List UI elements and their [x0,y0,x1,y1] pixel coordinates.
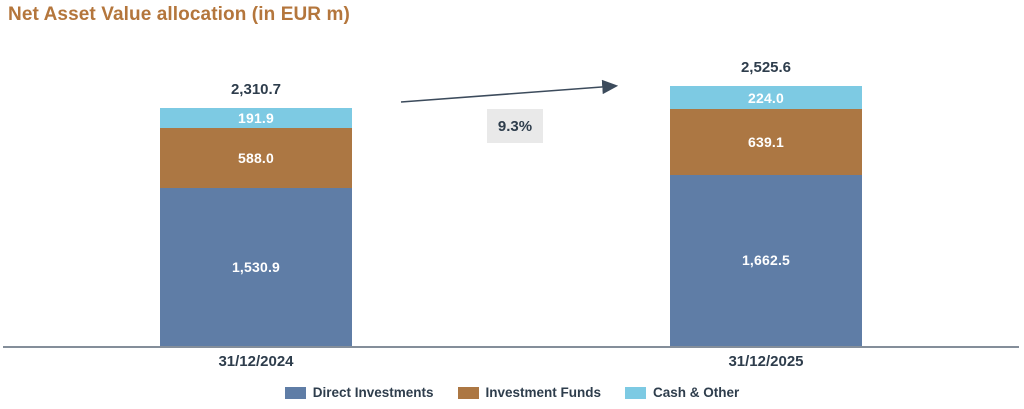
x-axis-label: 31/12/2024 [218,353,294,370]
legend-label: Investment Funds [485,385,602,400]
bar-segment-value: 588.0 [237,150,275,167]
growth-arrow-icon [400,79,619,103]
bar-segment-value: 1,530.9 [231,259,281,276]
legend-swatch-direct-investments [284,386,306,399]
bar-segment-value: 1,662.5 [741,252,791,269]
bar-segment-direct-investments: 1,662.5 [670,174,862,346]
growth-percentage-badge: 9.3% [487,109,543,143]
bar-total-label: 2,525.6 [740,59,792,76]
chart-title: Net Asset Value allocation (in EUR m) [8,4,350,25]
x-axis-line [3,346,1019,348]
legend-swatch-investment-funds [457,386,479,399]
legend-label: Cash & Other [653,385,740,400]
bar-segment-investment-funds: 588.0 [160,127,352,189]
growth-percentage-value: 9.3% [497,117,533,135]
bar-segment-investment-funds: 639.1 [670,109,862,175]
legend-item: Direct Investments [284,385,434,400]
bar-segment-value: 639.1 [747,133,785,150]
bar-segment-cash-other: 224.0 [670,86,862,110]
x-axis-label: 31/12/2025 [728,353,804,370]
bar-segment-value: 224.0 [747,89,785,106]
bar-segment-direct-investments: 1,530.9 [160,188,352,346]
bar-segment-cash-other: 191.9 [160,108,352,128]
legend-item: Cash & Other [625,385,739,400]
legend-swatch-cash-other [625,386,647,399]
bar-column: 191.9 588.0 1,530.9 [160,108,352,346]
bar-segment-value: 191.9 [237,109,275,126]
bar-total-label: 2,310.7 [230,81,282,98]
legend-item: Investment Funds [457,385,602,400]
legend-label: Direct Investments [312,385,434,400]
bar-column: 224.0 639.1 1,662.5 [670,86,862,346]
legend: Direct Investments Investment Funds Cash &… [0,385,1024,400]
